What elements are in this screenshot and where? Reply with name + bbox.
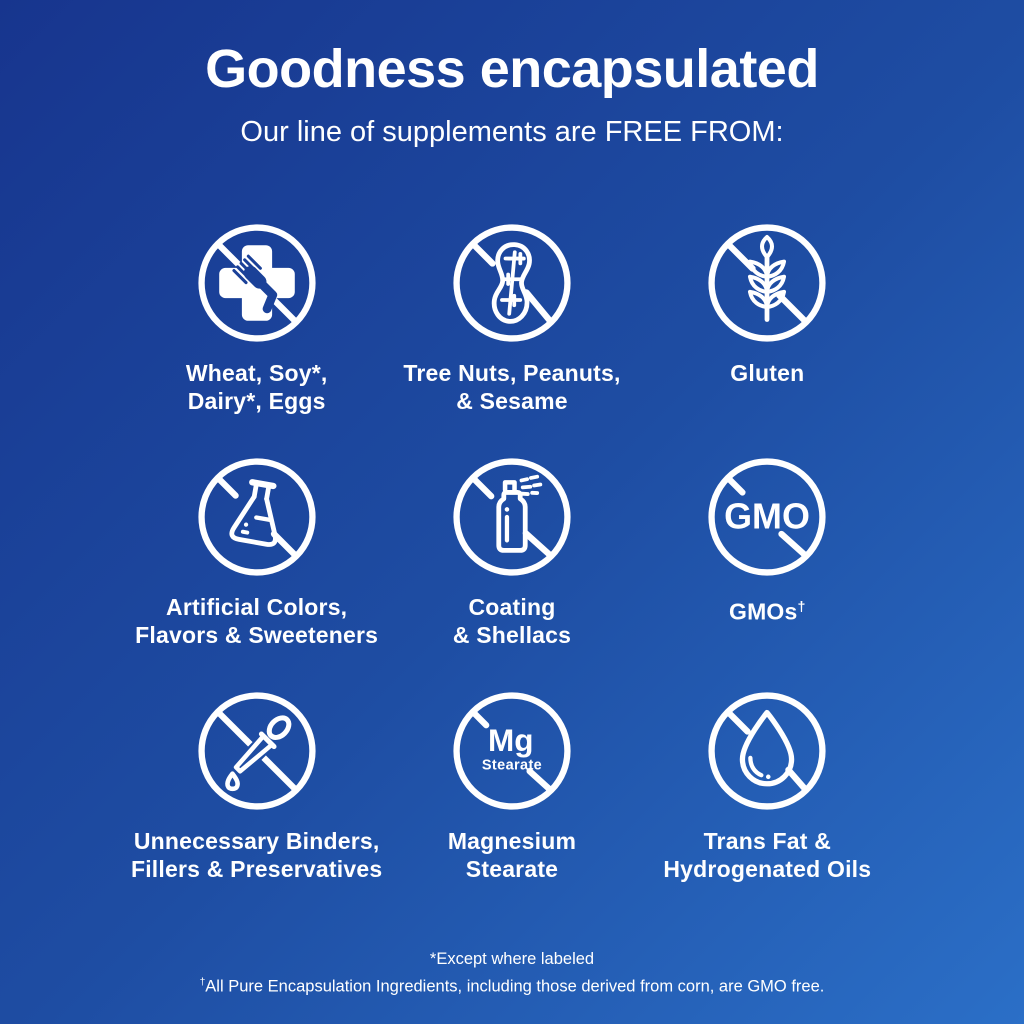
free-from-grid-row-3: Unnecessary Binders, Fillers & Preservat… (129, 688, 895, 883)
item-label: Artificial Colors, Flavors & Sweeteners (135, 593, 378, 649)
free-from-item-magnesium-stearate: Mg Stearate Magnesium Stearate (384, 688, 639, 883)
item-label: Magnesium Stearate (448, 827, 576, 883)
item-label-line: Trans Fat & (703, 828, 832, 854)
item-label-line: Coating (468, 594, 556, 620)
stearate-icon-text: Stearate (482, 757, 542, 773)
item-label-line: Artificial Colors, (166, 594, 348, 620)
free-from-item-tree-nuts: Tree Nuts, Peanuts, & Sesame (384, 220, 639, 415)
footnote-asterisk: *Except where labeled (429, 950, 595, 968)
item-label-line: Gluten (730, 360, 805, 386)
item-label-line: Hydrogenated Oils (663, 856, 872, 882)
free-from-item-binders-fillers: Unnecessary Binders, Fillers & Preservat… (129, 688, 384, 883)
item-label-line: Magnesium (447, 828, 577, 854)
no-wheat-soy-dairy-eggs-icon (198, 224, 316, 342)
free-from-item-gmos: GMO GMOs† (640, 454, 895, 649)
item-label-line: Unnecessary Binders, (133, 828, 380, 854)
free-from-item-coating-shellacs: Coating & Shellacs (384, 454, 639, 649)
free-from-item-gluten: Gluten (640, 220, 895, 415)
gmo-icon-text: GMO (724, 495, 810, 536)
free-from-item-artificial-colors: Artificial Colors, Flavors & Sweeteners (129, 454, 384, 649)
free-from-grid-row-2: Artificial Colors, Flavors & Sweeteners (129, 454, 895, 649)
no-gmo-icon: GMO (708, 458, 826, 576)
item-label-line: GMOs (728, 598, 798, 625)
no-magnesium-stearate-icon: Mg Stearate (453, 692, 571, 810)
footnote-dagger-text: All Pure Encapsulation Ingredients, incl… (205, 977, 825, 996)
dagger-superscript: † (797, 599, 806, 615)
footnotes: *Except where labeled †All Pure Encapsul… (0, 948, 1024, 999)
page-subtitle: Our line of supplements are FREE FROM: (240, 116, 784, 148)
item-label-line: Flavors & Sweeteners (135, 622, 379, 648)
item-label-line: & Sesame (456, 388, 568, 414)
item-label: GMOs† (729, 593, 806, 626)
no-trans-fat-icon (708, 692, 826, 810)
no-gluten-icon (708, 224, 826, 342)
free-from-item-trans-fat: Trans Fat & Hydrogenated Oils (640, 688, 895, 883)
item-label: Trans Fat & Hydrogenated Oils (663, 827, 871, 883)
item-label: Gluten (730, 359, 804, 387)
page-title: Goodness encapsulated (205, 39, 819, 99)
footnote-dagger: †All Pure Encapsulation Ingredients, inc… (0, 971, 1024, 999)
item-label-line: & Shellacs (452, 622, 572, 648)
item-label-line: Dairy*, Eggs (187, 388, 326, 414)
no-coating-shellacs-icon (453, 458, 571, 576)
item-label-line: Wheat, Soy*, (185, 360, 328, 386)
free-from-item-wheat-soy-dairy-eggs: Wheat, Soy*, Dairy*, Eggs (129, 220, 384, 415)
item-label-line: Tree Nuts, Peanuts, (403, 360, 621, 386)
item-label: Coating & Shellacs (453, 593, 571, 649)
item-label: Tree Nuts, Peanuts, & Sesame (403, 359, 620, 415)
item-label: Wheat, Soy*, Dairy*, Eggs (186, 359, 328, 415)
item-label: Unnecessary Binders, Fillers & Preservat… (131, 827, 382, 883)
no-artificial-colors-icon (198, 458, 316, 576)
item-label-line: Fillers & Preservatives (130, 856, 383, 882)
mg-icon-text: Mg (488, 722, 533, 758)
item-label-line: Stearate (465, 856, 559, 882)
dagger-superscript: † (199, 977, 206, 988)
free-from-grid-row-1: Wheat, Soy*, Dairy*, Eggs (129, 220, 895, 415)
no-binders-fillers-icon (198, 692, 316, 810)
no-tree-nuts-peanuts-sesame-icon (453, 224, 571, 342)
